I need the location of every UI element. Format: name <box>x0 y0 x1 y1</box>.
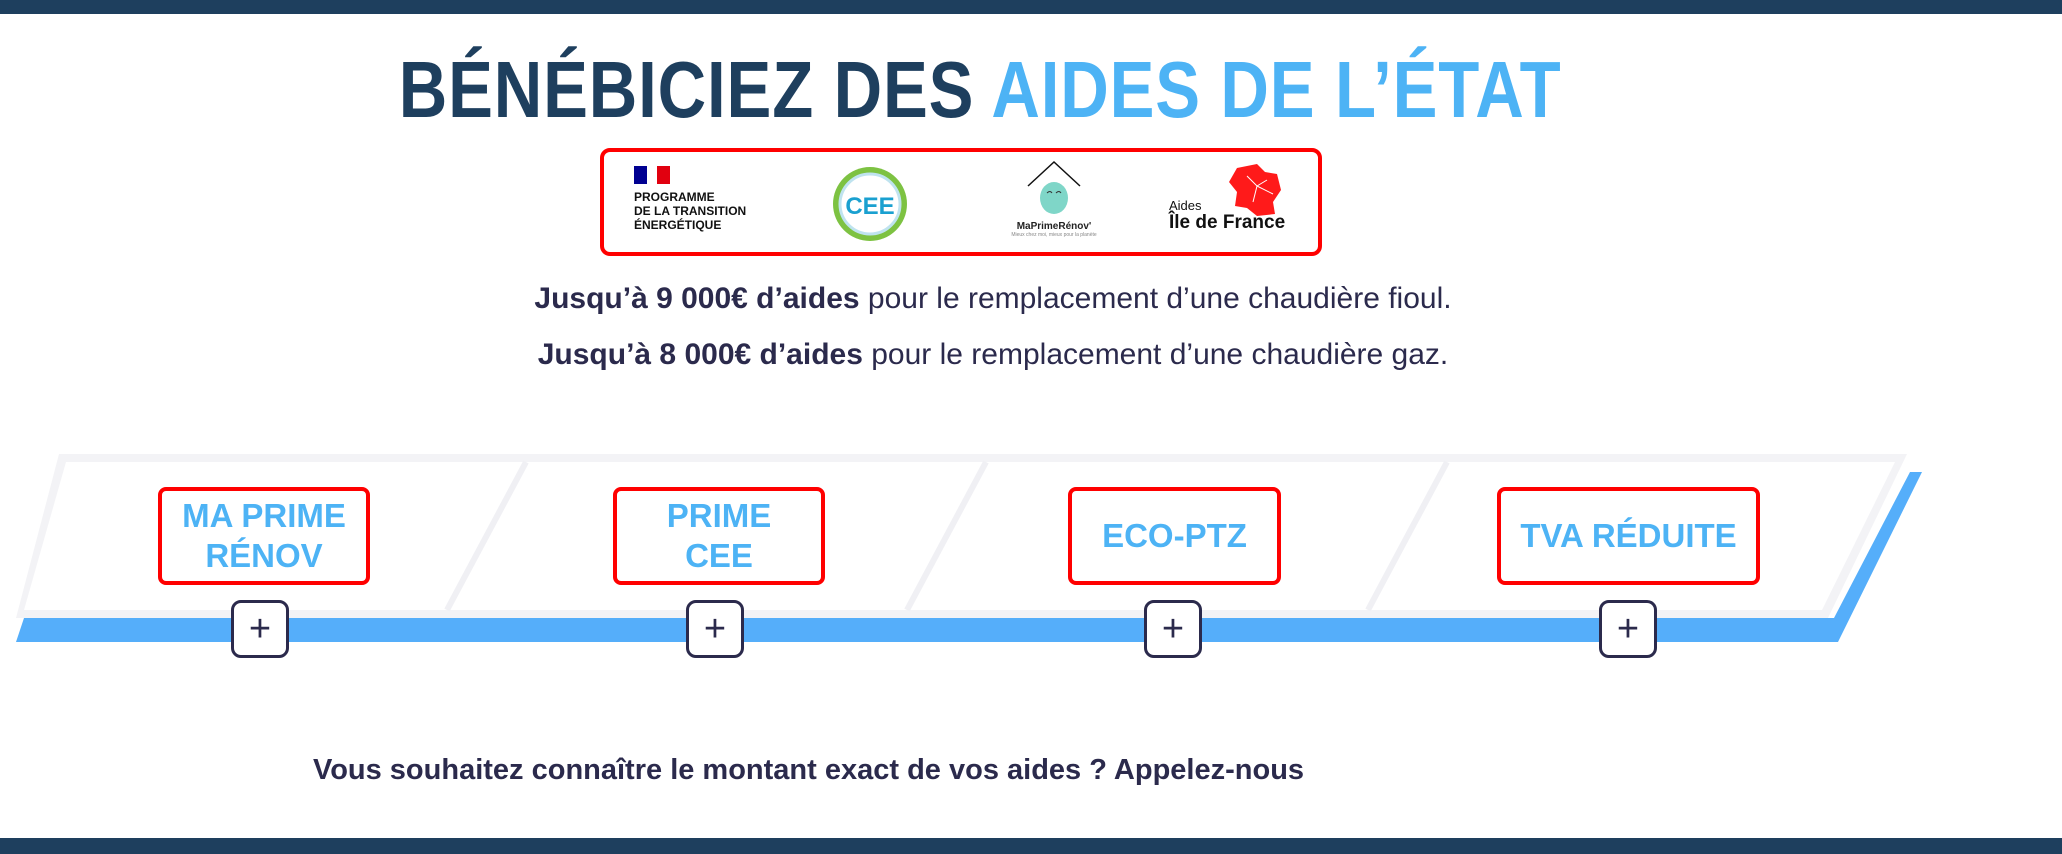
aid-prime-cee[interactable]: PRIME CEE <box>613 487 825 585</box>
mpr-tagline: Mieux chez moi, mieux pour la planète <box>1011 232 1097 238</box>
title-part2: AIDES DE L’ÉTAT <box>991 45 1562 134</box>
expand-ma-prime-renov-button[interactable]: + <box>231 600 289 658</box>
aid-amount: Jusqu’à 8 000€ d’aides <box>537 338 863 371</box>
idf-aides: Aides <box>1169 198 1202 213</box>
band-separator <box>1365 460 1450 612</box>
aid-label: ECO-PTZ <box>1102 517 1247 554</box>
mpr-name: MaPrimeRénov' <box>1016 221 1092 232</box>
aid-label: RÉNOV <box>205 537 323 574</box>
maprimerenov-logo: MaPrimeRénov' Mieux chez moi, mieux pour… <box>999 160 1109 260</box>
cee-badge-icon: CEE <box>833 167 907 241</box>
aid-description: pour le remplacement d’une chaudière fio… <box>859 282 1452 315</box>
band-separator <box>444 460 529 612</box>
band-separator <box>904 460 989 612</box>
idf-name: Île de France <box>1169 212 1286 233</box>
aid-info-line-1: Jusqu’à 9 000€ d’aides pour le remplacem… <box>0 282 1986 316</box>
aid-label: TVA RÉDUITE <box>1520 517 1737 554</box>
aid-ma-prime-renov[interactable]: MA PRIME RÉNOV <box>158 487 370 585</box>
aid-label: PRIME <box>666 497 772 534</box>
aid-info-line-2: Jusqu’à 8 000€ d’aides pour le remplacem… <box>0 338 1986 372</box>
call-to-action: Vous souhaitez connaître le montant exac… <box>313 754 1305 786</box>
aid-tva-reduite[interactable]: TVA RÉDUITE <box>1497 487 1760 585</box>
logo-text: DE LA TRANSITION <box>634 204 747 218</box>
top-bar <box>0 0 2062 14</box>
aid-eco-ptz[interactable]: ECO-PTZ <box>1068 487 1281 585</box>
page-title: BÉNÉBICIEZ DES AIDES DE L’ÉTAT <box>0 42 1960 138</box>
cee-logo: CEE <box>830 164 910 264</box>
logo-text: PROGRAMME <box>634 190 715 204</box>
idf-map-icon <box>1229 164 1281 216</box>
idf-logo: Aides Île de France <box>1169 162 1299 262</box>
french-flag-icon <box>634 166 746 184</box>
expand-tva-reduite-button[interactable]: + <box>1599 600 1657 658</box>
bottom-bar <box>0 838 2062 854</box>
cee-text: CEE <box>845 193 894 220</box>
expand-prime-cee-button[interactable]: + <box>686 600 744 658</box>
expand-eco-ptz-button[interactable]: + <box>1144 600 1202 658</box>
logos-box: PROGRAMME DE LA TRANSITION ÉNERGÉTIQUE C… <box>600 148 1322 256</box>
aid-amount: Jusqu’à 9 000€ d’aides <box>534 282 860 315</box>
house-face-icon <box>1027 160 1081 214</box>
aid-label: CEE <box>685 537 753 574</box>
logo-text: ÉNERGÉTIQUE <box>634 218 722 232</box>
programme-transition-logo: PROGRAMME DE LA TRANSITION ÉNERGÉTIQUE <box>634 166 746 266</box>
title-part1: BÉNÉBICIEZ DES <box>398 45 992 134</box>
aid-description: pour le remplacement d’une chaudière gaz… <box>862 338 1449 371</box>
band-blue-stripe <box>16 472 1922 642</box>
aid-label: MA PRIME <box>182 497 346 534</box>
